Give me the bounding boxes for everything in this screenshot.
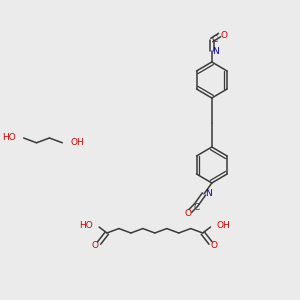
Text: O: O — [185, 208, 192, 217]
Text: C: C — [194, 202, 200, 211]
Text: O: O — [220, 31, 227, 40]
Text: O: O — [92, 241, 99, 250]
Text: HO: HO — [2, 134, 16, 142]
Text: N: N — [212, 46, 219, 56]
Text: HO: HO — [80, 221, 93, 230]
Text: OH: OH — [216, 221, 230, 230]
Text: O: O — [211, 241, 218, 250]
Text: OH: OH — [70, 138, 84, 147]
Text: C: C — [212, 35, 218, 44]
Text: N: N — [206, 190, 212, 199]
